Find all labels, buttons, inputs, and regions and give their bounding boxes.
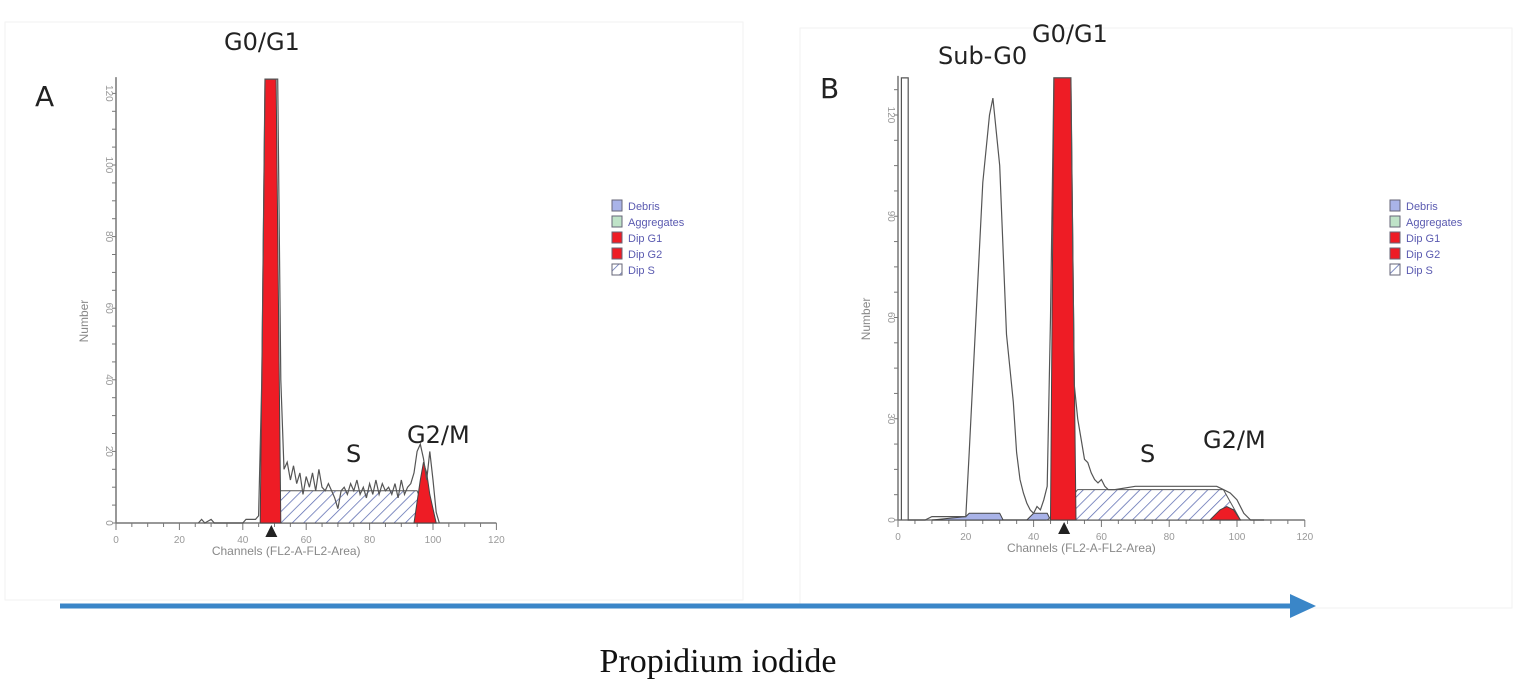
annotation-b-g2m: G2/M	[1203, 426, 1266, 454]
y-tick-label: 120	[885, 107, 896, 124]
legend-label: Aggregates	[1406, 217, 1463, 229]
legend-swatch-debris	[611, 199, 623, 212]
y-axis-label: Number	[77, 300, 91, 343]
legend-swatch-dip-g2	[1389, 247, 1401, 260]
pi-arrow-head	[1290, 594, 1316, 618]
annotation-a-g2m: G2/M	[407, 421, 470, 449]
x-tick-label: 0	[895, 532, 901, 543]
y-tick-label: 60	[103, 303, 114, 315]
y-tick-label: 120	[103, 85, 114, 102]
histogram-line	[900, 77, 1265, 521]
annotation-b-subg0: Sub-G0	[938, 42, 1027, 70]
legend-label: Debris	[628, 201, 660, 213]
legend-swatch-dip-s	[611, 263, 623, 276]
panel-b-frame	[799, 27, 1513, 609]
legend-label: Dip G2	[1406, 249, 1440, 261]
x-tick-label: 80	[364, 535, 376, 546]
y-axis-label: Number	[859, 298, 873, 341]
panel-a-label: A	[35, 80, 54, 113]
legend-swatch-aggregates	[1389, 215, 1401, 228]
legend-swatch-dip-g1	[1389, 231, 1401, 244]
legend-label: Dip G1	[1406, 233, 1440, 245]
series-dip-g2	[1208, 505, 1242, 521]
x-tick-label: 20	[174, 535, 186, 546]
legend-label: Dip G1	[628, 233, 662, 245]
legend-swatch-debris	[1389, 199, 1401, 212]
y-tick-label: 60	[885, 312, 896, 324]
y-tick-label: 90	[885, 211, 896, 223]
legend-label: Dip G2	[628, 249, 662, 261]
propidium-iodide-label: Propidium iodide	[599, 643, 836, 680]
g1-marker-triangle	[265, 525, 278, 537]
x-tick-label: 100	[1229, 532, 1246, 543]
series-dip-g1	[259, 78, 282, 524]
x-tick-label: 40	[237, 535, 249, 546]
x-axis-label: Channels (FL2-A-FL2-Area)	[1007, 541, 1156, 555]
x-tick-label: 60	[1096, 532, 1108, 543]
x-tick-label: 20	[960, 532, 972, 543]
legend-label: Aggregates	[628, 217, 685, 229]
series-debris	[931, 512, 1052, 521]
histogram-line	[197, 78, 440, 524]
legend-swatch-aggregates	[611, 215, 623, 228]
legend-label: Debris	[1406, 201, 1438, 213]
legend-label: Dip S	[628, 265, 655, 277]
annotation-b-g0g1: G0/G1	[1032, 20, 1108, 48]
annotation-a-g0g1: G0/G1	[224, 28, 300, 56]
panel-a-frame	[4, 21, 744, 601]
x-tick-label: 40	[1028, 532, 1040, 543]
y-tick-label: 20	[103, 446, 114, 458]
y-tick-label: 0	[885, 517, 896, 523]
x-axis-label: Channels (FL2-A-FL2-Area)	[212, 544, 361, 558]
annotation-b-s: S	[1140, 440, 1155, 468]
legend-swatch-dip-g1	[611, 231, 623, 244]
panel-a-plot: 0 20 40 60 80 100 120 0 20 40 60 80 100 120 Channels (…	[77, 77, 685, 558]
x-tick-label: 120	[488, 535, 505, 546]
y-tick-label: 30	[885, 413, 896, 425]
legend-swatch-dip-g2	[611, 247, 623, 260]
y-tick-label: 80	[103, 231, 114, 243]
x-tick-label: 60	[301, 535, 313, 546]
series-dip-g2	[413, 461, 437, 524]
annotation-a-s: S	[346, 440, 361, 468]
y-tick-label: 40	[103, 374, 114, 386]
x-tick-label: 80	[1164, 532, 1176, 543]
legend-swatch-dip-s	[1389, 263, 1401, 276]
panel-b-label: B	[820, 72, 839, 105]
legend-label: Dip S	[1406, 265, 1433, 277]
g1-marker-triangle	[1058, 522, 1071, 534]
y-tick-label: 100	[103, 157, 114, 174]
x-tick-label: 100	[425, 535, 442, 546]
x-tick-label: 120	[1296, 532, 1313, 543]
y-tick-label: 0	[103, 520, 114, 526]
x-tick-label: 0	[113, 535, 119, 546]
panel-b-plot: 0 20 40 60 80 100 120 0 30 60 90 120 Channels (FL2-A…	[859, 75, 1463, 555]
